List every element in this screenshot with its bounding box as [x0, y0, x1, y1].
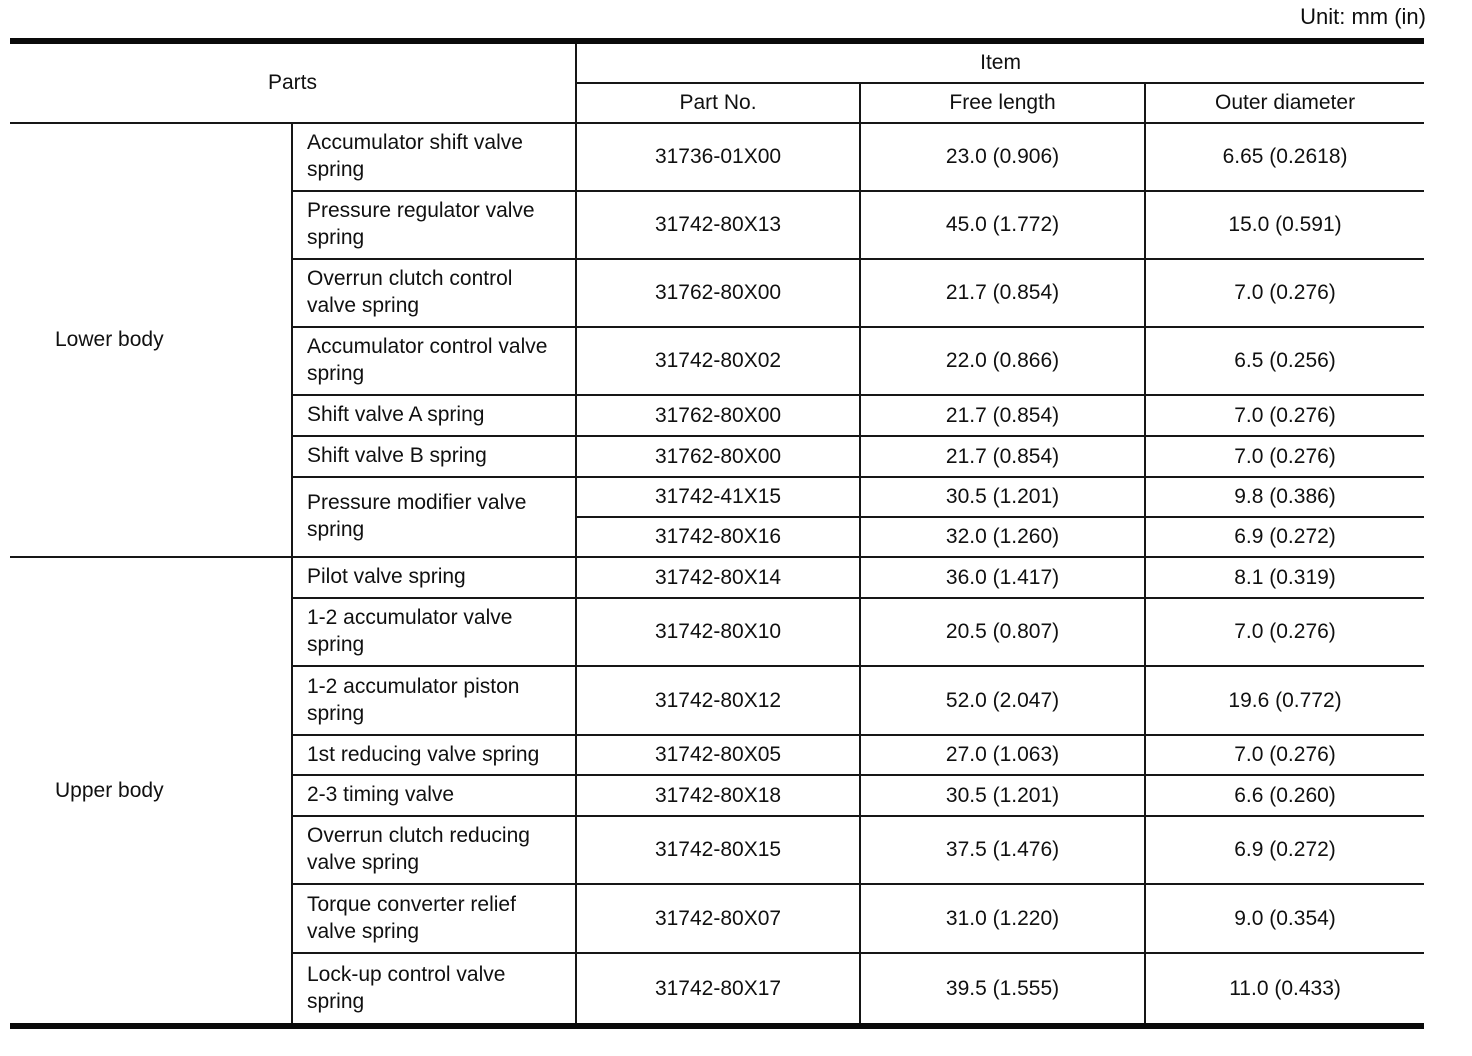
parts-column-header: Parts: [10, 40, 578, 124]
part-no-column-header: Part No.: [575, 82, 862, 124]
part-name-cell: Pilot valve spring: [290, 556, 578, 599]
outer-diameter-cell: 6.9 (0.272): [1144, 516, 1425, 558]
body-group-cell: Lower body: [10, 122, 293, 558]
table-row: Overrun clutch reducing valve spring 3174…: [10, 815, 1425, 885]
valve-spring-spec-table: Parts Item Part No. Free length Outer di…: [10, 38, 1425, 1029]
outer-diameter-cell: 19.6 (0.772): [1144, 665, 1425, 736]
part-no-cell: 31762-80X00: [575, 394, 862, 437]
table-row: Shift valve A spring 31762-80X00 21.7 (0.8…: [10, 394, 1425, 437]
outer-diameter-cell: 7.0 (0.276): [1144, 734, 1425, 776]
table-row: Pressure modifier valve spring 31742-41X1…: [10, 476, 1425, 558]
table-row: 2-3 timing valve 31742-80X18 30.5 (1.201) 6…: [10, 774, 1425, 817]
outer-diameter-cell: 6.5 (0.256): [1144, 326, 1425, 396]
part-name-cell: Lock-up control valve spring: [290, 952, 578, 1027]
part-no-cell: 31742-80X12: [575, 665, 862, 736]
part-name-cell: 1st reducing valve spring: [290, 734, 578, 776]
part-no-cell: 31762-80X00: [575, 435, 862, 478]
outer-diameter-cell: 7.0 (0.276): [1144, 394, 1425, 437]
outer-diameter-cell: 9.8 (0.386): [1144, 476, 1425, 518]
free-length-cell: 21.7 (0.854): [859, 258, 1147, 328]
table-row: Torque converter relief valve spring 3174…: [10, 883, 1425, 954]
free-length-cell: 20.5 (0.807): [859, 597, 1147, 667]
free-length-cell: 27.0 (1.063): [859, 734, 1147, 776]
part-name-cell: Accumulator shift valve spring: [290, 122, 578, 192]
free-length-cell: 30.5 (1.201): [859, 476, 1147, 518]
outer-diameter-cell: 6.6 (0.260): [1144, 774, 1425, 817]
free-length-cell: 32.0 (1.260): [859, 516, 1147, 558]
table-row: 1st reducing valve spring 31742-80X05 27.0…: [10, 734, 1425, 776]
part-no-cell: 31742-80X05: [575, 734, 862, 776]
outer-diameter-cell: 6.65 (0.2618): [1144, 122, 1425, 192]
table-row: 1-2 accumulator valve spring 31742-80X10 2…: [10, 597, 1425, 667]
part-name-cell: Pressure regulator valve spring: [290, 190, 578, 260]
table-row: Accumulator control valve spring 31742-80…: [10, 326, 1425, 396]
table-row: Lock-up control valve spring 31742-80X17 3…: [10, 952, 1425, 1027]
body-group-cell: Upper body: [10, 556, 293, 1027]
part-no-cell: 31742-80X02: [575, 326, 862, 396]
outer-diameter-cell: 7.0 (0.276): [1144, 597, 1425, 667]
item-column-header: Item: [575, 40, 1425, 84]
outer-diameter-cell: 15.0 (0.591): [1144, 190, 1425, 260]
part-no-cell: 31742-80X17: [575, 952, 862, 1027]
outer-diameter-cell: 7.0 (0.276): [1144, 258, 1425, 328]
part-name-cell: 1-2 accumulator valve spring: [290, 597, 578, 667]
free-length-cell: 21.7 (0.854): [859, 394, 1147, 437]
part-name-cell: Torque converter relief valve spring: [290, 883, 578, 954]
table-row: Upper body Pilot valve spring 31742-80X14 3…: [10, 556, 1425, 1027]
part-no-cell: 31742-41X15: [575, 476, 862, 518]
part-no-cell: 31742-80X07: [575, 883, 862, 954]
outer-diameter-cell: 7.0 (0.276): [1144, 435, 1425, 478]
part-no-cell: 31742-80X13: [575, 190, 862, 260]
free-length-cell: 31.0 (1.220): [859, 883, 1147, 954]
part-no-cell: 31742-80X10: [575, 597, 862, 667]
table-row: Shift valve B spring 31762-80X00 21.7 (0.8…: [10, 435, 1425, 478]
table-header: Parts Item Part No. Free length Outer di…: [10, 40, 1425, 124]
free-length-column-header: Free length: [859, 82, 1147, 124]
part-no-cell: 31742-80X16: [575, 516, 862, 558]
free-length-cell: 52.0 (2.047): [859, 665, 1147, 736]
part-no-cell: 31742-80X14: [575, 556, 862, 599]
outer-diameter-column-header: Outer diameter: [1144, 82, 1425, 124]
table-row: Pressure regulator valve spring 31742-80X…: [10, 190, 1425, 260]
part-no-cell: 31742-80X15: [575, 815, 862, 885]
free-length-cell: 39.5 (1.555): [859, 952, 1147, 1027]
free-length-cell: 30.5 (1.201): [859, 774, 1147, 817]
part-name-cell: Accumulator control valve spring: [290, 326, 578, 396]
table-row: Lower body Accumulator shift valve spring…: [10, 122, 1425, 558]
table-row: 31742-80X16 32.0 (1.260) 6.9 (0.272): [10, 516, 1425, 558]
free-length-cell: 22.0 (0.866): [859, 326, 1147, 396]
table-body: Lower body Accumulator shift valve spring…: [10, 122, 1425, 1027]
outer-diameter-cell: 9.0 (0.354): [1144, 883, 1425, 954]
table-row: 1-2 accumulator piston spring 31742-80X12…: [10, 665, 1425, 736]
part-name-cell: 1-2 accumulator piston spring: [290, 665, 578, 736]
free-length-cell: 36.0 (1.417): [859, 556, 1147, 599]
part-name-cell: 2-3 timing valve: [290, 774, 578, 817]
part-name-cell: Shift valve B spring: [290, 435, 578, 478]
free-length-cell: 45.0 (1.772): [859, 190, 1147, 260]
free-length-cell: 37.5 (1.476): [859, 815, 1147, 885]
outer-diameter-cell: 11.0 (0.433): [1144, 952, 1425, 1027]
part-no-cell: 31762-80X00: [575, 258, 862, 328]
unit-label: Unit: mm (in): [1300, 4, 1426, 29]
part-name-cell: Pressure modifier valve spring: [290, 476, 578, 558]
part-no-cell: 31736-01X00: [575, 122, 862, 192]
part-name-cell: Overrun clutch control valve spring: [290, 258, 578, 328]
free-length-cell: 23.0 (0.906): [859, 122, 1147, 192]
outer-diameter-cell: 6.9 (0.272): [1144, 815, 1425, 885]
part-name-cell: Overrun clutch reducing valve spring: [290, 815, 578, 885]
part-no-cell: 31742-80X18: [575, 774, 862, 817]
part-name-cell: Shift valve A spring: [290, 394, 578, 437]
table-row: Overrun clutch control valve spring 31762…: [10, 258, 1425, 328]
free-length-cell: 21.7 (0.854): [859, 435, 1147, 478]
outer-diameter-cell: 8.1 (0.319): [1144, 556, 1425, 599]
